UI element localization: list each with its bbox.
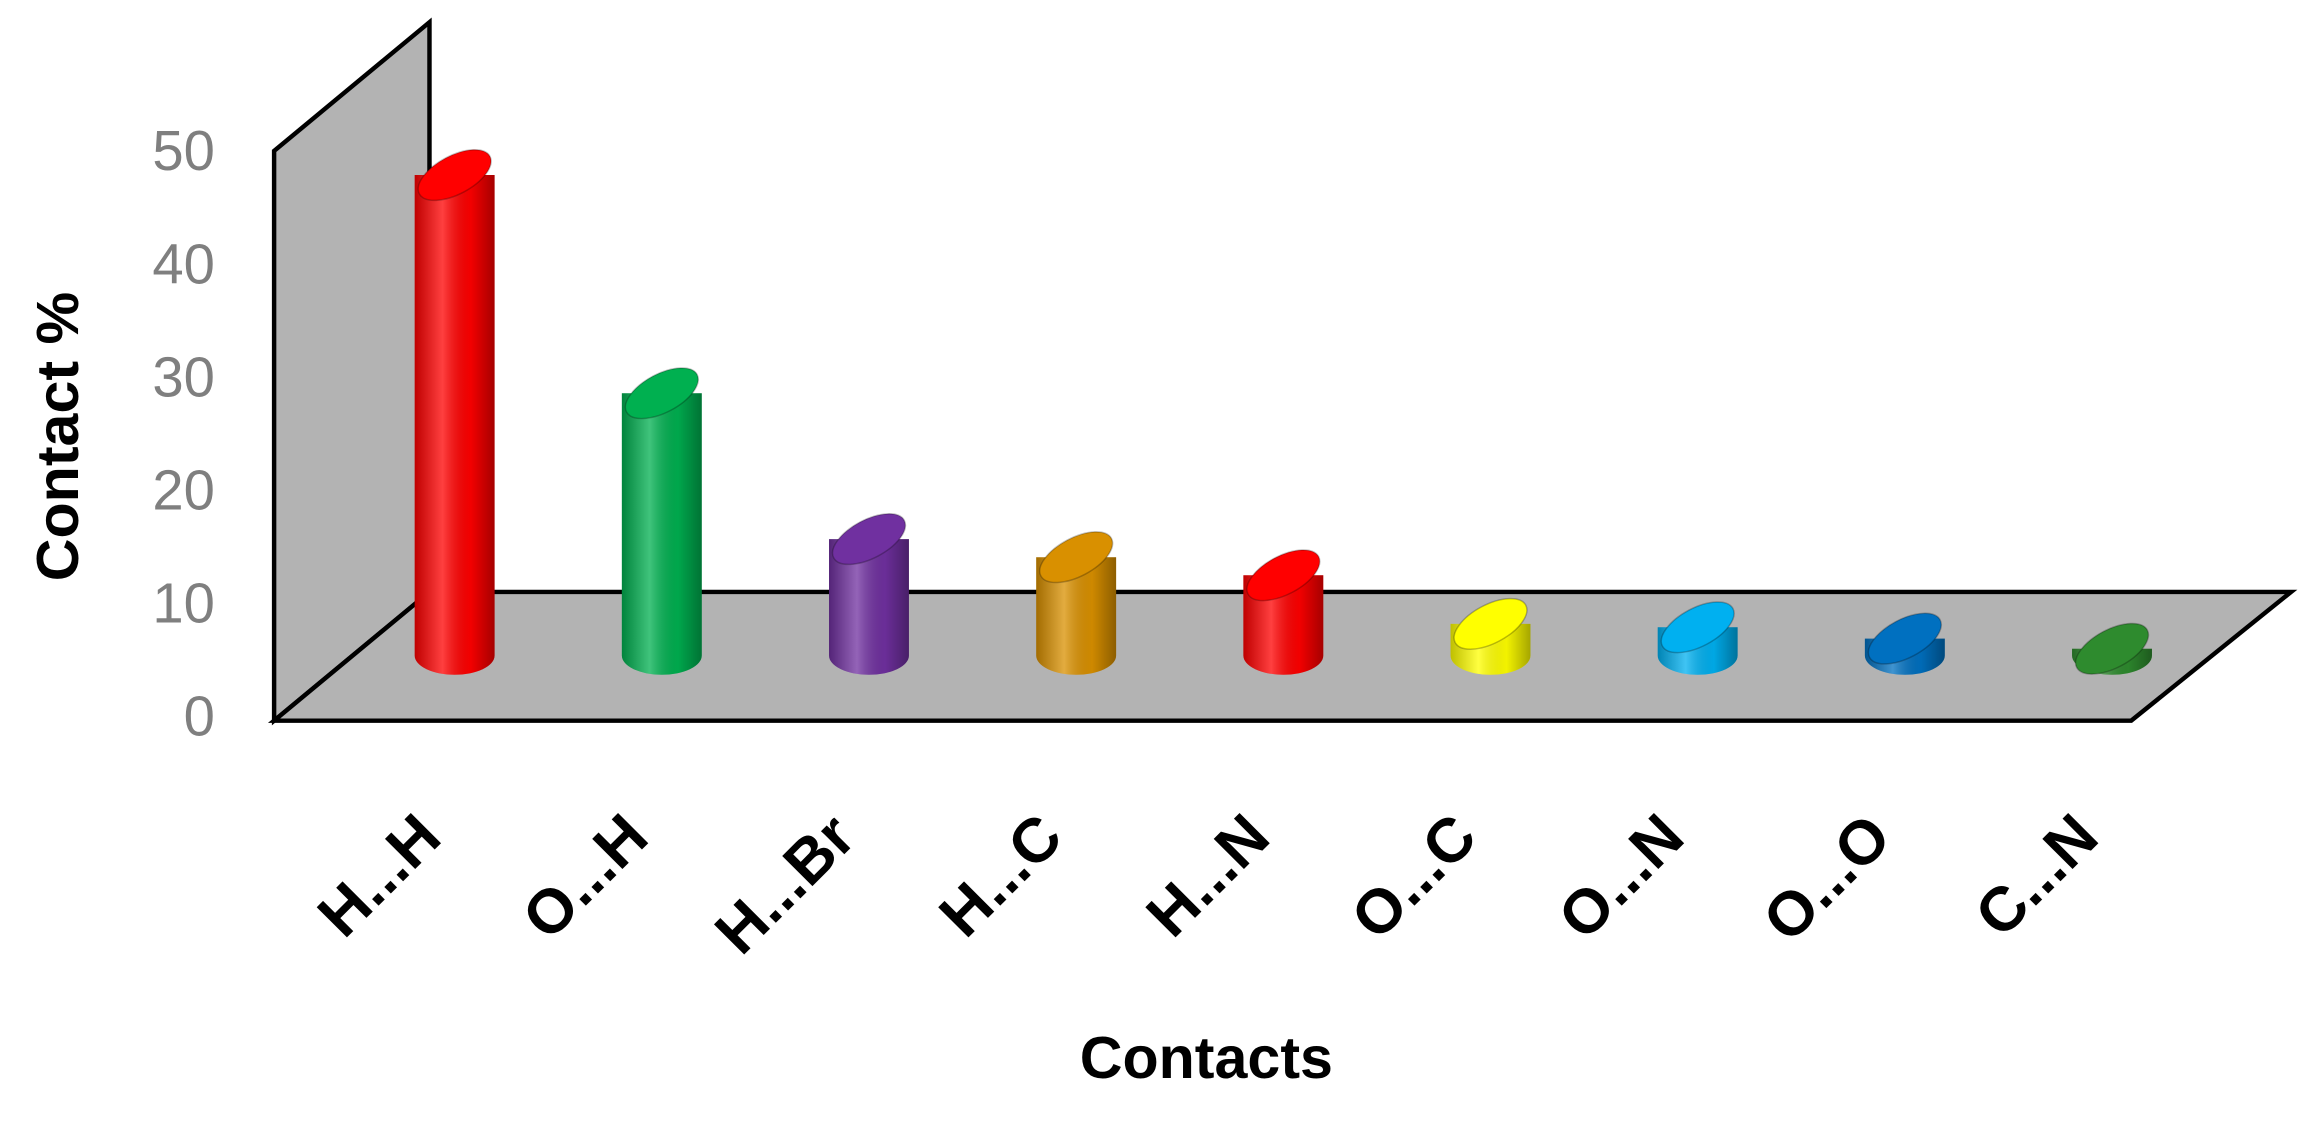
bar-top <box>831 513 907 566</box>
bar-top <box>417 149 492 202</box>
bar-top <box>1867 612 1942 665</box>
y-tick-label: 50 <box>152 119 215 182</box>
x-tick-label: H...C <box>927 801 1076 950</box>
bar-shade <box>414 175 495 675</box>
bar-top <box>624 367 699 420</box>
bar-top <box>1038 531 1114 584</box>
bar-shade <box>1036 557 1117 675</box>
x-tick-label: H...N <box>1134 801 1283 950</box>
x-tick-label: O...N <box>1546 801 1697 952</box>
bar-top <box>2074 622 2150 675</box>
x-tick-label: H...Br <box>702 801 868 967</box>
y-tick-label: 20 <box>152 458 215 521</box>
x-tick-label: O...C <box>1338 801 1489 952</box>
y-tick-label: 10 <box>152 571 215 634</box>
bar-top <box>1453 597 1528 650</box>
bar-top <box>1246 549 1321 602</box>
bar-shade <box>621 393 702 675</box>
x-tick-label: O...H <box>510 801 661 952</box>
bar-top <box>1660 601 1735 654</box>
y-axis-title: Contact % <box>24 292 91 581</box>
y-tick-label: 40 <box>152 232 215 295</box>
bar-shade <box>829 539 909 675</box>
x-tick-label: H...H <box>305 801 454 950</box>
x-axis-title: Contacts <box>1080 1024 1333 1091</box>
x-tick-label: C...N <box>1962 801 2111 950</box>
y-tick-label: 30 <box>152 345 215 408</box>
x-tick-label: O...O <box>1750 801 1904 955</box>
y-tick-label: 0 <box>184 685 215 748</box>
